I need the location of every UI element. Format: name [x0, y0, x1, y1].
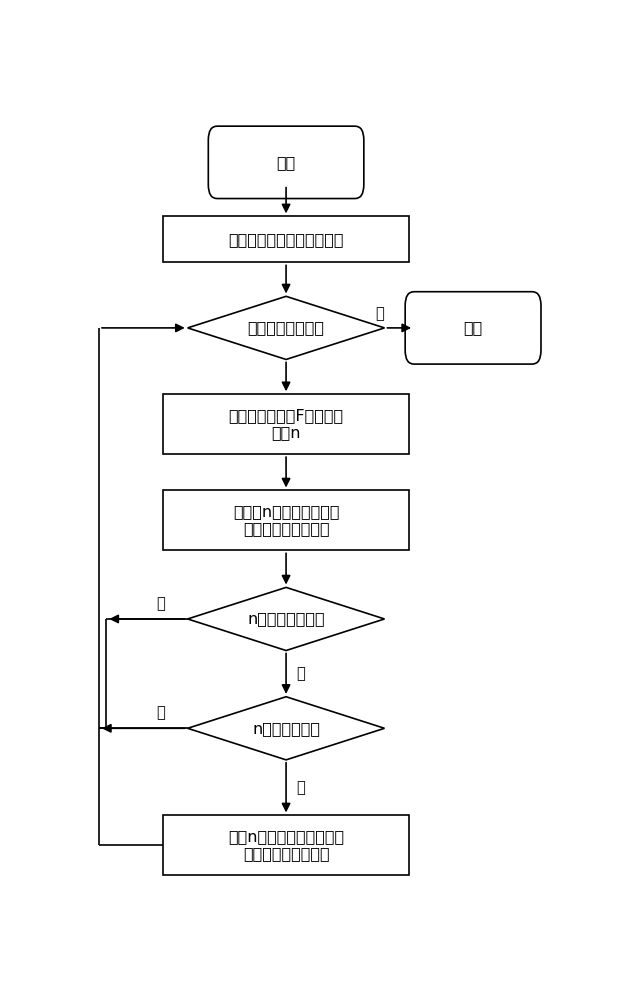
Text: 计算n相邻节点的代价函数
値，放入开放列表中: 计算n相邻节点的代价函数 値，放入开放列表中 [228, 829, 344, 862]
Text: 结束: 结束 [464, 320, 483, 335]
Text: 是: 是 [375, 307, 384, 322]
Bar [163, 394, 409, 454]
Text: 否: 否 [156, 705, 165, 720]
Text: 把起始节点添加到开放列表: 把起始节点添加到开放列表 [229, 232, 344, 247]
Text: 选择开放列表中F値最小的
节点n: 选择开放列表中F値最小的 节点n [229, 408, 344, 440]
Text: 否: 否 [297, 666, 305, 681]
Text: n是否是目标节点: n是否是目标节点 [247, 611, 325, 626]
Text: 开始: 开始 [276, 155, 296, 170]
Polygon shape [188, 296, 385, 359]
Bar [163, 216, 409, 262]
Polygon shape [188, 697, 385, 760]
Bar [163, 490, 409, 550]
Text: 开放列表是否为空: 开放列表是否为空 [248, 320, 324, 335]
Polygon shape [188, 587, 385, 651]
FancyBboxPatch shape [405, 292, 541, 364]
Text: 是: 是 [156, 596, 165, 611]
Text: 将节点n从开放列表中删
除，添加到关闭列表: 将节点n从开放列表中删 除，添加到关闭列表 [233, 504, 339, 537]
Bar [163, 815, 409, 875]
FancyBboxPatch shape [208, 126, 364, 199]
Text: 是: 是 [297, 780, 305, 795]
Text: n是否有子节点: n是否有子节点 [252, 721, 320, 736]
